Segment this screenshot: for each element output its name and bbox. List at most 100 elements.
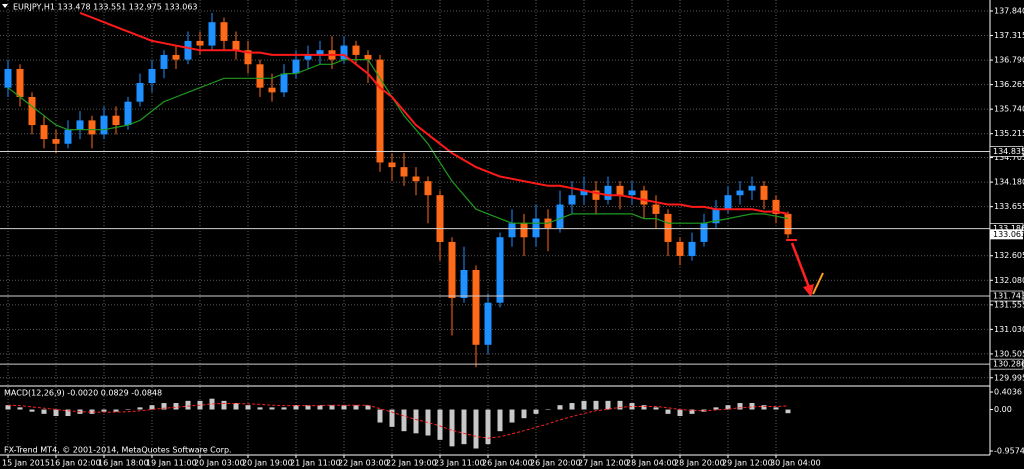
candle-body bbox=[400, 167, 408, 177]
y-tick-label: 131.030 bbox=[994, 325, 1024, 334]
macd-bar bbox=[617, 400, 623, 410]
y-tick-label: 0.00 bbox=[994, 405, 1012, 414]
x-tick-label: 16 Jan 18:00 bbox=[98, 459, 149, 468]
candle-body bbox=[4, 68, 12, 88]
candle-body bbox=[280, 73, 288, 93]
macd-bar bbox=[221, 400, 227, 410]
level-label-box bbox=[989, 146, 1024, 157]
x-tick-label: 15 Jan 2015 bbox=[2, 459, 50, 468]
x-tick-label: 20 Jan 19:00 bbox=[242, 459, 293, 468]
macd-bar bbox=[173, 403, 179, 410]
candle-body bbox=[640, 190, 648, 205]
level-label-box bbox=[989, 290, 1024, 302]
candle-body bbox=[376, 59, 384, 163]
x-tick-label: 16 Jan 02:00 bbox=[50, 459, 101, 468]
ma-fast bbox=[7, 59, 789, 224]
macd-bar bbox=[713, 407, 719, 410]
macd-bar bbox=[149, 405, 155, 410]
candle-body bbox=[604, 185, 612, 200]
candle-body bbox=[556, 204, 564, 228]
macd-bar bbox=[737, 403, 743, 410]
macd-bar bbox=[233, 403, 239, 410]
plot bbox=[4, 11, 792, 449]
current-price-box bbox=[990, 229, 1023, 240]
macd-bar bbox=[749, 403, 755, 410]
menu-icon[interactable] bbox=[2, 4, 8, 8]
candle-body bbox=[592, 190, 600, 200]
candle-body bbox=[100, 115, 108, 135]
candle-body bbox=[448, 241, 456, 299]
macd-bar bbox=[725, 405, 731, 410]
macd-bar bbox=[641, 405, 647, 410]
y-tick-label: 132.605 bbox=[994, 251, 1024, 260]
level-label: 130.286 bbox=[993, 360, 1024, 369]
candle-body bbox=[304, 54, 312, 60]
candle-body bbox=[784, 213, 792, 235]
x-tick-label: 26 Jan 04:00 bbox=[482, 459, 533, 468]
candle-body bbox=[580, 190, 588, 196]
candle-body bbox=[736, 190, 744, 196]
macd-bar bbox=[689, 409, 695, 414]
y-tick-label: 134.180 bbox=[994, 178, 1024, 187]
x-tick-label: 20 Jan 03:00 bbox=[194, 459, 245, 468]
macd-bar bbox=[305, 405, 311, 410]
macd-bar bbox=[269, 407, 275, 410]
candle-body bbox=[664, 213, 672, 242]
level-label: 131.743 bbox=[993, 292, 1024, 301]
candle-body bbox=[472, 269, 480, 345]
macd-title: MACD(12,26,9) -0.0020 0.0829 -0.0848 bbox=[4, 389, 162, 398]
candle-body bbox=[484, 302, 492, 345]
candle-body bbox=[496, 237, 504, 303]
y-tick-label: 137.315 bbox=[994, 31, 1024, 40]
x-tick-label: 23 Jan 11:00 bbox=[434, 459, 485, 468]
x-tick-label: 19 Jan 11:00 bbox=[146, 459, 197, 468]
macd-bar bbox=[53, 409, 59, 417]
candle-body bbox=[220, 22, 228, 41]
candle-body bbox=[616, 185, 624, 196]
candle-body bbox=[184, 40, 192, 60]
candle-body bbox=[124, 101, 132, 126]
macd-bar bbox=[665, 409, 671, 414]
macd-bar bbox=[389, 409, 395, 427]
candle-body bbox=[64, 129, 72, 144]
candle-body bbox=[520, 223, 528, 238]
candle-body bbox=[388, 162, 396, 168]
macd-bar bbox=[281, 407, 287, 410]
candle-body bbox=[52, 139, 60, 144]
y-tick-label: 131.555 bbox=[994, 300, 1024, 309]
candle-body bbox=[268, 87, 276, 93]
macd-bar bbox=[581, 400, 587, 410]
candle-body bbox=[676, 241, 684, 256]
candle-body bbox=[16, 68, 24, 98]
candle-body bbox=[340, 45, 348, 60]
level-label: 133.186 bbox=[993, 224, 1024, 233]
macd-bar bbox=[185, 400, 191, 410]
macd-signal bbox=[7, 403, 789, 439]
macd-bar bbox=[329, 405, 335, 410]
macd-bar bbox=[209, 398, 215, 410]
candle-body bbox=[292, 59, 300, 74]
candle-body bbox=[532, 218, 540, 238]
current-price-label: 133.063 bbox=[993, 230, 1024, 239]
x-tick-label: 21 Jan 11:00 bbox=[290, 459, 341, 468]
candle-body bbox=[748, 185, 756, 191]
macd-bar bbox=[593, 400, 599, 410]
y-tick-label: 134.705 bbox=[994, 153, 1024, 162]
macd-bar bbox=[137, 407, 143, 410]
annotation bbox=[786, 239, 824, 297]
macd-bar bbox=[41, 409, 47, 414]
chart-title: EURJPY,H1 133.478 133.551 132.975 133.06… bbox=[13, 3, 198, 12]
candle-body bbox=[436, 195, 444, 242]
arrow-head bbox=[803, 284, 814, 297]
y-tick-label: 135.215 bbox=[994, 129, 1024, 138]
macd-bar bbox=[425, 409, 431, 436]
macd-bar bbox=[113, 409, 119, 412]
candle-body bbox=[112, 115, 120, 126]
macd-bar bbox=[29, 409, 35, 412]
macd-bar bbox=[401, 409, 407, 432]
candle-body bbox=[460, 269, 468, 299]
x-tick-label: 29 Jan 12:00 bbox=[722, 459, 773, 468]
macd-bar bbox=[437, 409, 443, 440]
candle-body bbox=[316, 50, 324, 55]
